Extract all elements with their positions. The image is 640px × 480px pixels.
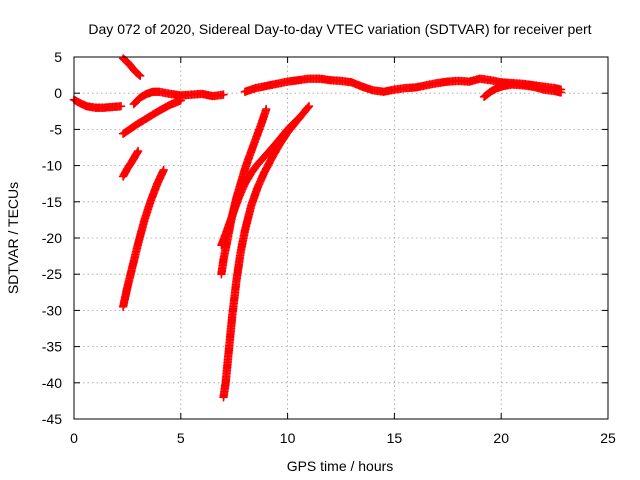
series-seg-descending-top xyxy=(118,54,145,81)
y-tick-label: -40 xyxy=(42,375,62,391)
data-point xyxy=(133,146,143,156)
x-tick-label: 25 xyxy=(600,430,616,446)
data-point xyxy=(303,103,313,112)
y-axis-label: SDTVAR / TECUs xyxy=(5,182,21,294)
data-point xyxy=(292,115,302,124)
x-tick-label: 20 xyxy=(493,430,509,446)
y-tick-label: -25 xyxy=(42,266,62,282)
data-point xyxy=(135,71,145,81)
x-axis-label: GPS time / hours xyxy=(287,458,394,474)
data-point xyxy=(159,165,168,175)
axis-ticks: 0 5 10 15 20 25 5 0 -5 -10 -15 -20 -25 -30 -35 -40 -45 xyxy=(42,49,616,446)
x-tick-label: 10 xyxy=(280,430,296,446)
x-tick-label: 15 xyxy=(387,430,403,446)
series-seg-deep-dip-2 xyxy=(219,101,314,402)
x-tick-label: 5 xyxy=(177,430,185,446)
y-tick-label: -10 xyxy=(42,158,62,174)
data-points xyxy=(69,54,566,402)
series-seg-late-lower xyxy=(479,80,566,102)
data-point xyxy=(304,101,314,111)
series-seg-recovery-upper xyxy=(129,87,228,109)
data-point xyxy=(219,90,228,99)
y-tick-label: 5 xyxy=(54,49,62,65)
y-tick-label: -5 xyxy=(50,121,63,137)
series-seg-short-dip xyxy=(118,146,143,181)
y-tick-label: 0 xyxy=(54,85,62,101)
data-point xyxy=(261,104,271,114)
series-seg-deep-dip-1 xyxy=(118,165,168,312)
series-seg-early-flat xyxy=(69,95,126,112)
y-tick-label: -20 xyxy=(42,230,62,246)
data-point xyxy=(116,101,126,111)
y-tick-label: -45 xyxy=(42,411,62,427)
series-seg-deep-dip-3 xyxy=(217,104,271,279)
y-tick-label: -30 xyxy=(42,302,62,318)
data-point xyxy=(556,88,566,97)
data-point xyxy=(294,114,303,123)
grid xyxy=(74,57,608,419)
data-point xyxy=(134,70,144,80)
y-tick-label: -35 xyxy=(42,339,62,355)
series-seg-recovery-mid xyxy=(118,96,186,138)
y-tick-label: -15 xyxy=(42,194,62,210)
x-tick-label: 0 xyxy=(70,430,78,446)
chart-title: Day 072 of 2020, Sidereal Day-to-day VTE… xyxy=(88,21,591,37)
series-seg-deep-dip-4 xyxy=(217,114,303,250)
